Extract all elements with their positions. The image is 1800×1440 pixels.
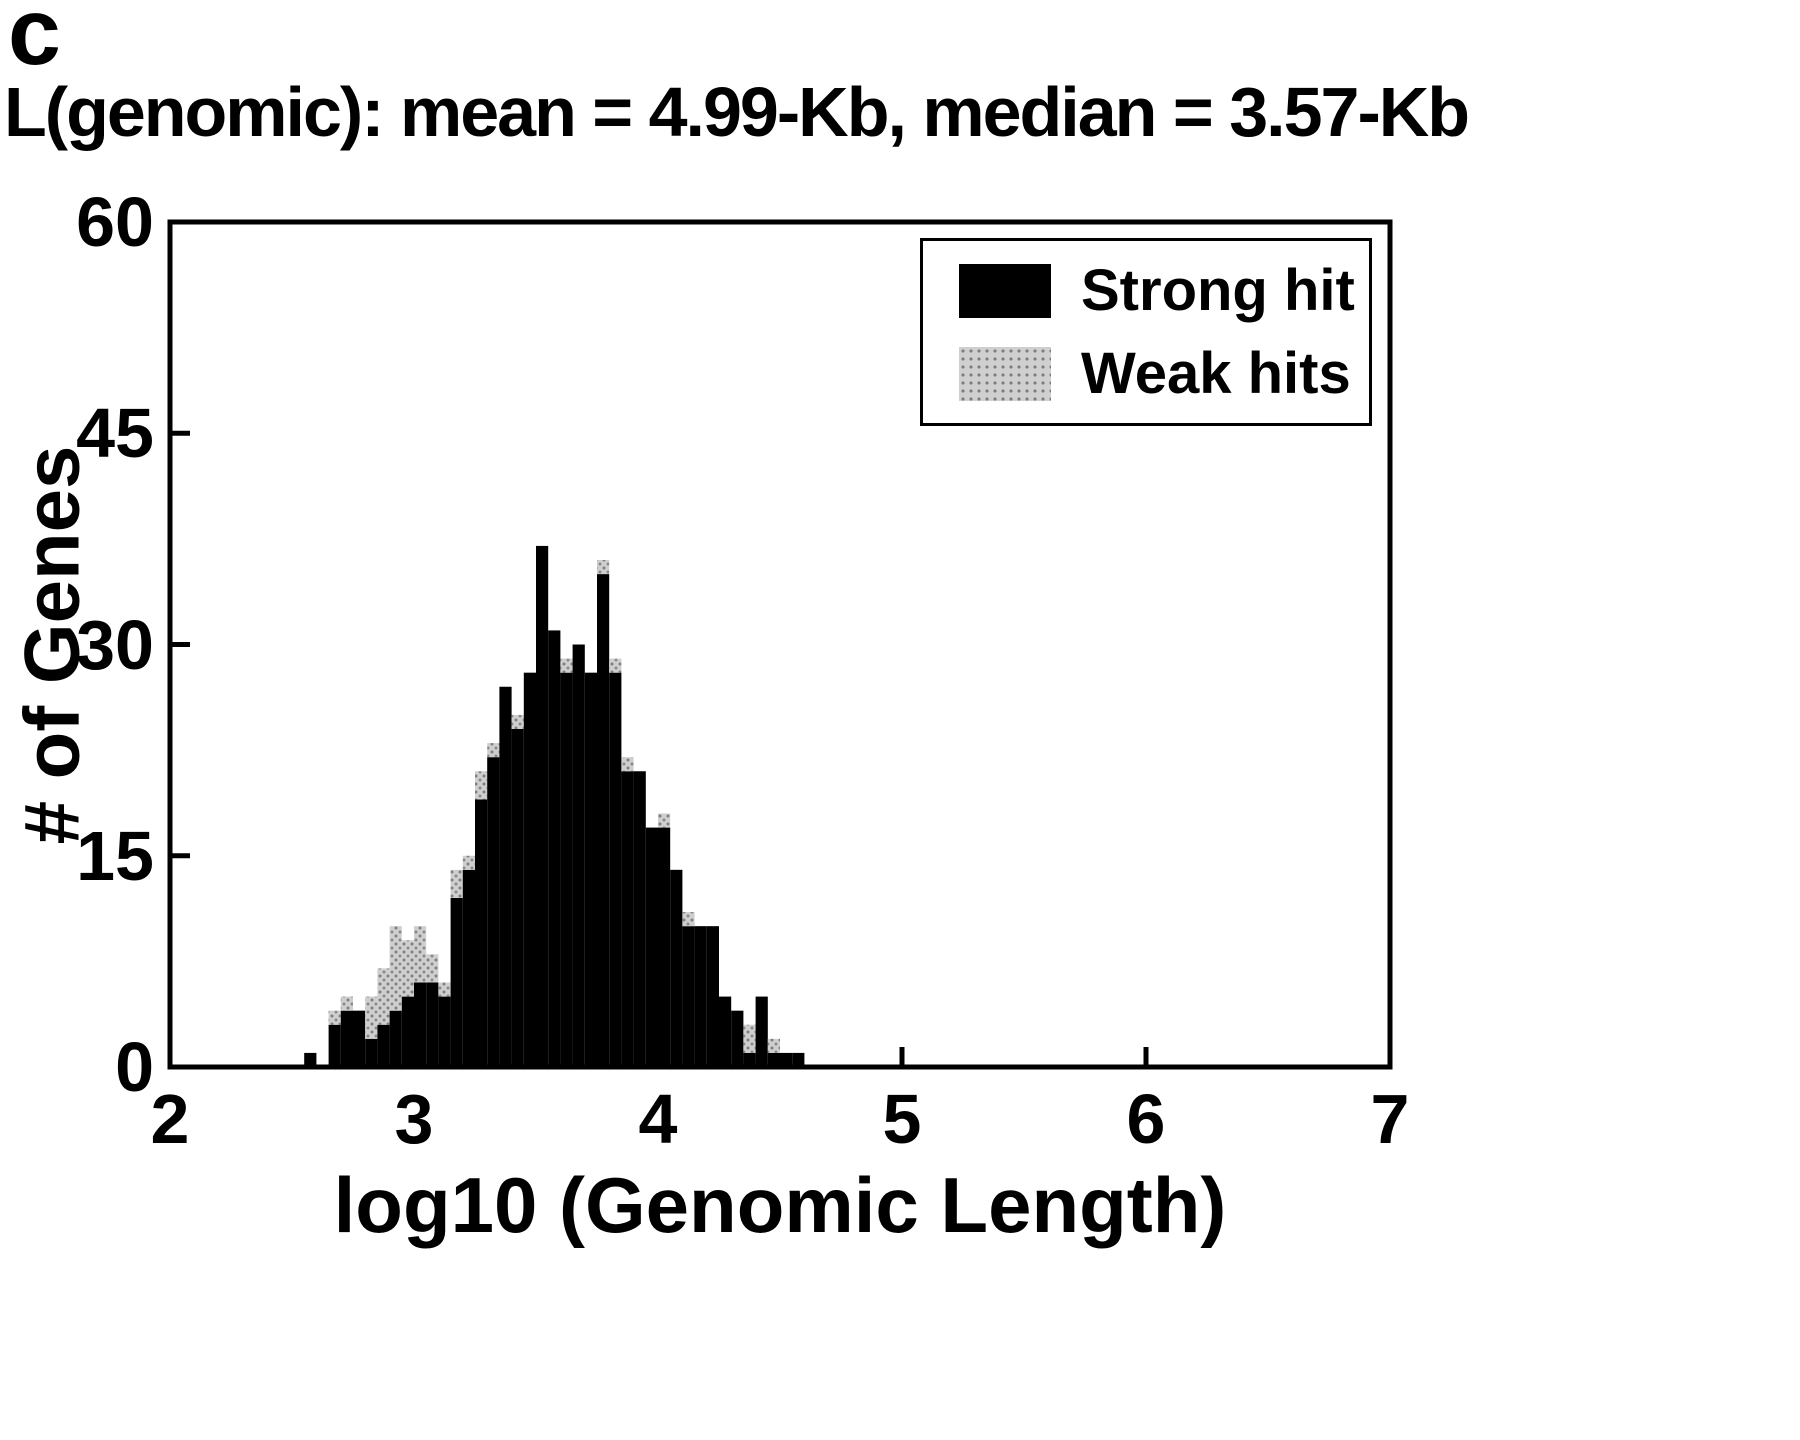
- axes: [167, 219, 1393, 1070]
- histogram-bar-strong: [438, 996, 451, 1067]
- chart-title: L(genomic): mean = 4.99-Kb, median = 3.5…: [4, 73, 1470, 151]
- histogram-bar-weak: [462, 855, 475, 870]
- x-axis-label: log10 (Genomic Length): [333, 1161, 1227, 1249]
- histogram-bar-weak: [767, 1038, 780, 1053]
- histogram-bar-strong: [597, 574, 610, 1067]
- histogram-bar-weak: [414, 926, 427, 983]
- y-tick-label: 0: [115, 1028, 154, 1106]
- histogram-bar-strong: [743, 1052, 756, 1067]
- histogram-bar-strong: [487, 757, 500, 1067]
- histogram-bar-strong: [670, 869, 683, 1067]
- histogram-bar-strong: [584, 672, 597, 1067]
- histogram-bar-strong: [706, 926, 719, 1067]
- histogram-bar-strong: [499, 686, 512, 1067]
- strong-hit-swatch: [959, 263, 1051, 318]
- weak-hits-swatch: [959, 346, 1051, 401]
- x-tick-label: 5: [882, 1080, 922, 1158]
- x-tick-label: 4: [638, 1080, 678, 1158]
- histogram-bar-strong: [755, 996, 768, 1067]
- histogram-bar-strong: [377, 1024, 390, 1067]
- legend-entry-weak-hits: Weak hits: [959, 340, 1369, 407]
- histogram-bar-strong: [511, 729, 524, 1067]
- histogram-bar-weak: [426, 954, 439, 983]
- histogram-bar-strong: [719, 996, 732, 1067]
- histogram-bar-weak: [401, 940, 414, 997]
- histogram-bar-weak: [365, 996, 378, 1039]
- legend-label-strong-hit: Strong hit: [1081, 258, 1355, 323]
- histogram-bar-strong: [792, 1052, 805, 1067]
- histogram-bar-strong: [365, 1038, 378, 1067]
- histogram-bar-strong: [414, 982, 427, 1067]
- legend-box: Strong hit Weak hits: [920, 238, 1372, 426]
- panel-letter: c: [8, 0, 61, 85]
- histogram-bar-weak: [560, 658, 573, 673]
- histogram-bar-weak: [511, 714, 524, 729]
- histogram-bar-strong: [694, 926, 707, 1067]
- histogram-bar-weak: [621, 757, 634, 772]
- histogram-bar-strong: [633, 771, 646, 1067]
- histogram-bar-strong: [767, 1052, 780, 1067]
- histogram-bar-weak: [609, 658, 622, 673]
- histogram-bar-weak: [743, 1024, 756, 1053]
- histogram-bars: [304, 545, 805, 1067]
- histogram-bar-weak: [658, 813, 671, 828]
- y-tick-label: 30: [76, 605, 154, 684]
- x-tick-label: 2: [150, 1080, 190, 1158]
- y-tick-label: 45: [76, 394, 154, 473]
- histogram-bar-strong: [731, 1010, 744, 1067]
- histogram-bar-strong: [780, 1052, 793, 1067]
- histogram-bar-strong: [645, 827, 658, 1067]
- histogram-bar-strong: [475, 799, 488, 1067]
- histogram-bar-strong: [536, 545, 549, 1067]
- histogram-bar-strong: [426, 982, 439, 1067]
- histogram-bar-strong: [621, 771, 634, 1067]
- histogram-bar-weak: [340, 996, 353, 1011]
- histogram-bar-strong: [462, 869, 475, 1067]
- histogram-bar-weak: [389, 926, 402, 1011]
- histogram-bar-strong: [523, 672, 536, 1067]
- histogram-bar-strong: [572, 644, 585, 1067]
- histogram-bar-weak: [597, 560, 610, 575]
- histogram-bar-strong: [658, 827, 671, 1067]
- histogram-bar-strong: [609, 672, 622, 1067]
- x-tick-label: 7: [1370, 1080, 1410, 1158]
- legend-label-weak-hits: Weak hits: [1081, 341, 1351, 406]
- histogram-bar-strong: [401, 996, 414, 1067]
- x-tick-label: 6: [1126, 1080, 1166, 1158]
- histogram-bar-strong: [328, 1024, 341, 1067]
- histogram-plot-area: [167, 219, 1393, 1070]
- histogram-bar-strong: [682, 926, 695, 1067]
- histogram-bar-strong: [450, 898, 463, 1067]
- histogram-bar-weak: [438, 982, 451, 997]
- histogram-bar-strong: [353, 1010, 366, 1067]
- histogram-bar-strong: [304, 1052, 317, 1067]
- histogram-bar-weak: [682, 912, 695, 927]
- histogram-bar-weak: [487, 743, 500, 758]
- histogram-bar-strong: [340, 1010, 353, 1067]
- histogram-bar-strong: [548, 630, 561, 1067]
- histogram-bar-weak: [475, 771, 488, 800]
- y-tick-label: 15: [76, 816, 154, 895]
- histogram-bar-weak: [328, 1010, 341, 1025]
- histogram-bar-strong: [389, 1010, 402, 1067]
- histogram-bar-weak: [450, 869, 463, 898]
- legend-entry-strong-hit: Strong hit: [959, 257, 1369, 324]
- histogram-bar-strong: [560, 672, 573, 1067]
- histogram-bar-weak: [377, 968, 390, 1025]
- y-tick-label: 60: [76, 183, 154, 261]
- x-tick-label: 3: [394, 1080, 434, 1158]
